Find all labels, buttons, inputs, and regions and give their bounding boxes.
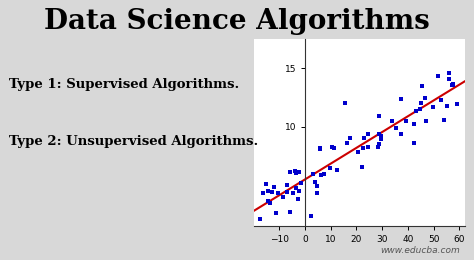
Point — [392, 126, 400, 130]
Point — [320, 172, 328, 176]
Point — [446, 77, 453, 81]
Point — [449, 82, 457, 86]
Text: www.educba.com: www.educba.com — [380, 246, 460, 255]
Point — [292, 171, 299, 175]
Point — [310, 172, 317, 177]
Point — [307, 214, 314, 218]
Point — [428, 105, 436, 109]
Point — [359, 146, 367, 150]
Point — [402, 119, 410, 123]
Point — [419, 84, 426, 88]
Point — [397, 132, 405, 136]
Point — [446, 71, 453, 75]
Point — [354, 150, 362, 154]
Point — [259, 191, 267, 195]
Point — [256, 217, 264, 222]
Point — [286, 170, 294, 174]
Point — [292, 185, 300, 190]
Text: Type 2: Unsupervised Algorithms.: Type 2: Unsupervised Algorithms. — [9, 135, 259, 148]
Text: Data Science Algorithms: Data Science Algorithms — [44, 8, 430, 35]
Point — [388, 119, 395, 123]
Point — [378, 136, 385, 141]
Point — [374, 145, 382, 149]
Point — [311, 180, 319, 184]
Point — [274, 191, 282, 195]
Point — [298, 181, 305, 185]
Point — [440, 118, 447, 122]
Point — [364, 145, 372, 149]
Point — [273, 211, 280, 215]
Point — [327, 166, 334, 170]
Point — [264, 189, 272, 193]
Point — [377, 134, 384, 138]
Point — [375, 141, 383, 146]
Point — [410, 141, 418, 145]
Point — [316, 147, 324, 152]
Point — [264, 199, 272, 203]
Point — [330, 146, 337, 150]
Text: Type 1: Supervised Algorithms.: Type 1: Supervised Algorithms. — [9, 78, 240, 91]
Point — [328, 145, 336, 149]
Point — [417, 101, 425, 106]
Point — [268, 190, 275, 194]
Point — [412, 109, 420, 113]
Point — [266, 201, 274, 205]
Point — [421, 96, 429, 101]
Point — [375, 132, 383, 136]
Point — [283, 190, 291, 194]
Point — [318, 173, 325, 178]
Point — [313, 184, 321, 188]
Point — [333, 168, 340, 172]
Point — [438, 98, 445, 102]
Point — [343, 141, 351, 145]
Point — [262, 182, 269, 186]
Point — [314, 191, 321, 196]
Point — [449, 83, 456, 87]
Point — [283, 183, 291, 187]
Point — [316, 146, 324, 150]
Point — [435, 74, 442, 78]
Point — [289, 191, 297, 196]
Point — [270, 185, 277, 189]
Point — [295, 170, 302, 174]
Point — [294, 197, 302, 201]
Point — [295, 189, 302, 193]
Point — [342, 101, 349, 105]
Point — [358, 165, 366, 169]
Point — [449, 83, 457, 87]
Point — [360, 136, 368, 140]
Point — [292, 168, 299, 173]
Point — [375, 114, 383, 118]
Point — [410, 122, 418, 127]
Point — [346, 136, 354, 140]
Point — [422, 119, 429, 123]
Point — [365, 132, 372, 136]
Point — [444, 104, 451, 108]
Point — [416, 107, 423, 111]
Point — [280, 195, 287, 199]
Point — [286, 210, 294, 214]
Point — [397, 97, 404, 101]
Point — [453, 102, 461, 106]
